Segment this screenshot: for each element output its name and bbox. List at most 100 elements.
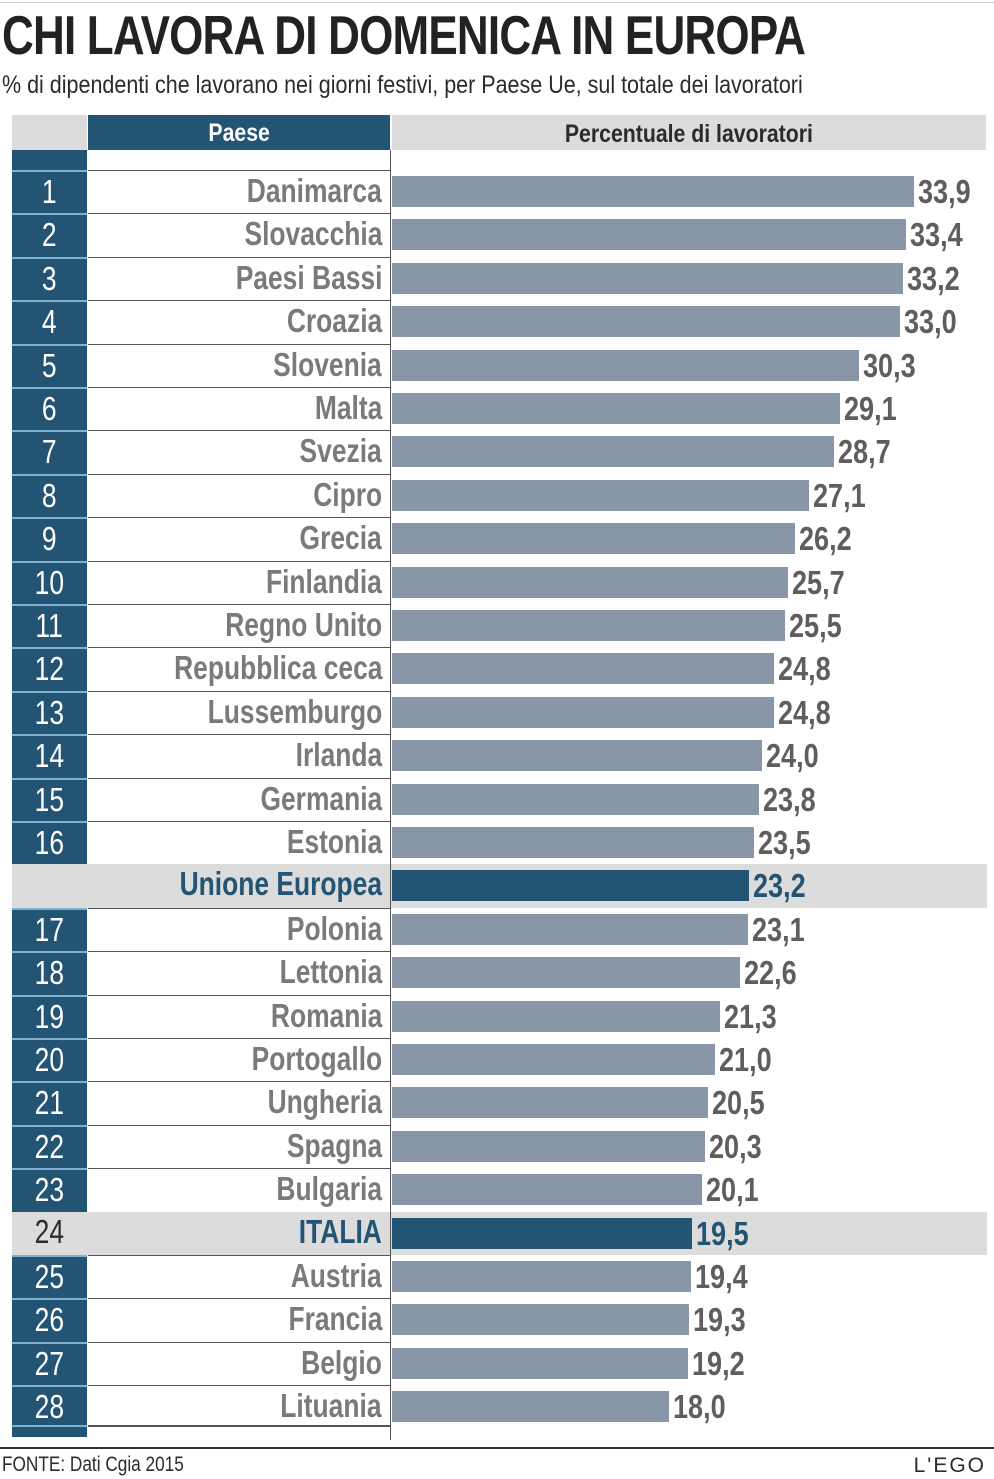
rank-cell: 13 (12, 690, 87, 735)
country-cell: Svezia (88, 430, 390, 474)
country-label: Danimarca (246, 172, 382, 209)
table-row: 10 Finlandia 25,7 (0, 560, 994, 604)
table-row: 9 Grecia 26,2 (0, 517, 994, 561)
table-row: 27 Belgio 19,2 (0, 1341, 994, 1386)
rank-cell: 9 (12, 517, 87, 561)
rank-label: 25 (34, 1258, 65, 1295)
table-row: 15 Germania 23,8 (0, 777, 994, 821)
bar (392, 870, 750, 902)
table-row: 21 Ungheria 20,5 (0, 1081, 994, 1125)
country-cell: Belgio (88, 1341, 390, 1386)
bar (392, 262, 904, 294)
header-percent-label: Percentuale di lavoratori (564, 120, 814, 148)
rank-cell: 25 (12, 1255, 87, 1299)
value-label: 33,9 (918, 170, 982, 213)
rank-cell: 21 (12, 1081, 87, 1125)
value-label: 25,7 (792, 561, 856, 604)
rank-cell: 6 (12, 387, 87, 431)
bar (392, 653, 774, 685)
bar (392, 1391, 670, 1423)
value-text: 28,7 (837, 433, 891, 471)
country-cell: Croazia (88, 300, 390, 344)
table-row: 6 Malta 29,1 (0, 387, 994, 431)
country-cell: Portogallo (88, 1038, 390, 1082)
publisher-logo: L'EGO (913, 1454, 986, 1477)
country-label: Cipro (313, 475, 382, 513)
value-text: 23,1 (751, 910, 805, 948)
rank-spacer (12, 150, 87, 170)
table-row: 23 Bulgaria 20,1 (0, 1168, 994, 1212)
rank-label: 7 (42, 433, 57, 471)
country-cell: Lussemburgo (88, 690, 390, 735)
table-row: 17 Polonia 23,1 (0, 907, 994, 952)
value-label: 23,1 (752, 908, 816, 951)
rank-label: 8 (42, 476, 57, 514)
value-label: 24,0 (766, 734, 830, 777)
table-row: 19 Romania 21,3 (0, 994, 994, 1038)
rank-label: 12 (34, 650, 65, 688)
country-label: Croazia (286, 302, 382, 340)
value-text: 21,3 (724, 997, 777, 1035)
value-label: 21,3 (724, 995, 788, 1038)
rank-cell: 16 (12, 821, 87, 865)
value-text: 19,4 (694, 1258, 748, 1295)
rank-cell: 26 (12, 1298, 87, 1342)
country-label: Austria (291, 1257, 382, 1294)
table-row: 26 Francia 19,3 (0, 1298, 994, 1342)
country-cell: Regno Unito (88, 604, 390, 648)
table-row: 11 Regno Unito 25,5 (0, 604, 994, 648)
rank-label: 5 (42, 346, 57, 384)
table-row: 8 Cipro 27,1 (0, 473, 994, 518)
country-label: Grecia (299, 519, 382, 557)
rank-label: 27 (34, 1344, 65, 1382)
value-text: 21,0 (719, 1041, 773, 1078)
bar (392, 610, 785, 641)
header-country-label: Paese (208, 119, 270, 147)
value-text: 23,2 (753, 867, 806, 905)
country-cell: Slovacchia (88, 213, 390, 257)
rank-label: 28 (34, 1388, 65, 1426)
country-label: Polonia (286, 909, 382, 947)
value-label: 19,3 (693, 1298, 757, 1341)
country-label: Paesi Bassi (235, 258, 382, 296)
value-label: 20,3 (709, 1125, 773, 1168)
value-text: 24,0 (765, 737, 819, 775)
value-label: 23,5 (758, 821, 822, 864)
value-text: 26,2 (799, 520, 853, 558)
value-label: 19,4 (695, 1255, 759, 1298)
rank-label: 19 (34, 997, 65, 1035)
value-label: 33,0 (904, 300, 968, 343)
table-row: 25 Austria 19,4 (0, 1255, 994, 1299)
country-label: Ungheria (267, 1083, 382, 1121)
rank-cell: 11 (12, 604, 87, 648)
chart-subtitle: % di dipendenti che lavorano nei giorni … (2, 71, 803, 99)
value-label: 20,5 (712, 1081, 776, 1124)
value-text: 19,2 (691, 1344, 745, 1382)
country-cell: Grecia (88, 517, 390, 561)
value-text: 33,9 (918, 173, 971, 210)
italy-row: 24 ITALIA 19,5 (0, 1211, 994, 1255)
rank-cell: 15 (12, 777, 87, 821)
country-label: Regno Unito (225, 606, 382, 643)
rank-cell: 8 (12, 473, 87, 518)
country-label: Portogallo (251, 1040, 382, 1077)
country-cell: Danimarca (88, 170, 390, 214)
header-percent: Percentuale di lavoratori (392, 115, 986, 150)
country-cell: Lituania (88, 1385, 390, 1429)
bar (392, 1347, 688, 1379)
value-label: 27,1 (813, 474, 877, 517)
table-row: 1 Danimarca 33,9 (0, 170, 994, 214)
table-row: 22 Spagna 20,3 (0, 1124, 994, 1169)
country-label: Francia (288, 1300, 382, 1338)
value-label: 24,8 (778, 647, 842, 690)
rank-cell: 4 (12, 300, 87, 344)
table-row: 2 Slovacchia 33,4 (0, 213, 994, 257)
country-label: Romania (270, 996, 383, 1034)
table-row: 3 Paesi Bassi 33,2 (0, 256, 994, 301)
value-label: 20,1 (706, 1168, 770, 1211)
bar (392, 1174, 702, 1206)
value-text: 19,5 (696, 1214, 749, 1252)
eu-average-row: Unione Europea (28) 23,2 (0, 864, 994, 942)
country-cell: Francia (88, 1298, 390, 1342)
country-label: ITALIA (298, 1212, 382, 1250)
